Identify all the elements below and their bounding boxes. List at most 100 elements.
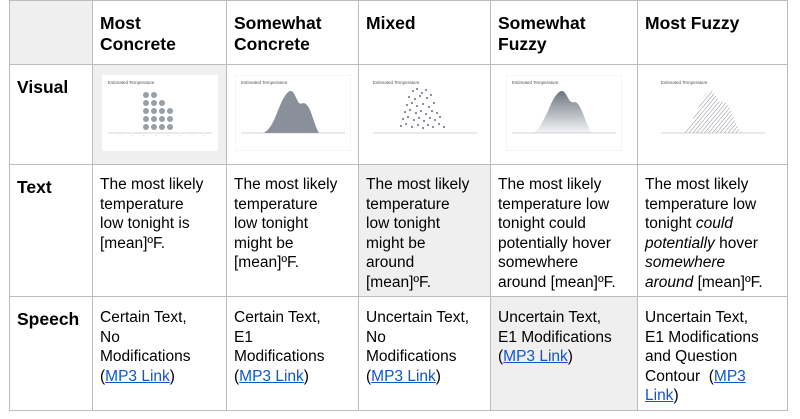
speech-line: E1 <box>234 328 253 346</box>
text-cell-most-fuzzy: The most likely temperature low tonight … <box>637 164 788 297</box>
column-header-most-concrete: Most Concrete <box>92 0 227 65</box>
comparison-table: Most Concrete Somewhat Concrete Mixed So… <box>9 0 788 411</box>
speech-line: E1 Modifications <box>498 328 612 346</box>
text-line: around <box>366 254 415 271</box>
speech-paren: ( <box>366 367 372 385</box>
speech-line: Uncertain Text, <box>498 309 602 326</box>
visual-cell-somewhat-fuzzy: Estimated Temperature <box>490 64 638 165</box>
text-line: temperature <box>100 195 184 213</box>
speech-cell-most-concrete: Certain Text, No Modifications (MP3 Link… <box>92 296 227 411</box>
text-line: low tonight is <box>100 215 190 232</box>
scatter-density-thumbnail: Estimated Temperature <box>366 75 483 151</box>
speech-line: No <box>100 328 120 346</box>
speech-line: No <box>366 328 386 346</box>
speech-line: Modifications <box>366 348 457 365</box>
text-line: tonight <box>645 215 696 232</box>
speech-paren: ( <box>100 367 106 385</box>
speech-paren: ) <box>169 367 175 385</box>
visual-cell-mixed: Estimated Temperature <box>358 64 491 165</box>
text-line: somewhere <box>498 254 579 271</box>
text-line: The most likely <box>100 176 204 193</box>
speech-row: Speech Certain Text, No Modifications (M… <box>9 296 788 411</box>
thumbnail-title: Estimated Temperature <box>373 80 420 85</box>
mp3-link[interactable]: MP3 Link <box>239 367 304 385</box>
column-header-line: Most <box>100 13 141 33</box>
mp3-link[interactable]: MP3 Link <box>645 367 746 405</box>
text-cell-most-concrete: The most likely temperature low tonight … <box>92 164 227 297</box>
text-line: might be <box>366 234 426 252</box>
speech-paren: ) <box>567 348 573 365</box>
speech-paren: Contour ( <box>645 367 714 385</box>
column-header-line: Fuzzy <box>498 34 547 54</box>
visual-cell-most-fuzzy: Estimated Temperature <box>637 64 788 165</box>
text-line: [mean]ºF. <box>366 273 432 291</box>
mp3-link[interactable]: MP3 Link <box>371 367 436 385</box>
column-header-mixed: Mixed <box>358 0 491 65</box>
text-line: temperature low <box>645 195 757 213</box>
row-header-speech: Speech <box>9 296 93 411</box>
row-header-text: Text <box>9 164 93 297</box>
text-emphasis: somewhere <box>645 254 726 271</box>
speech-line: Uncertain Text, <box>645 309 749 326</box>
speech-line: and Question <box>645 348 738 365</box>
text-emphasis: could <box>695 215 733 232</box>
header-row: Most Concrete Somewhat Concrete Mixed So… <box>9 0 788 65</box>
mp3-link[interactable]: MP3 Link <box>503 348 568 365</box>
text-line: potentially hover <box>498 234 611 252</box>
mp3-link[interactable]: MP3 Link <box>105 367 170 385</box>
gradient-density-thumbnail: Estimated Temperature <box>506 75 622 151</box>
hatched-density-thumbnail: Estimated Temperature <box>654 75 771 151</box>
text-line: temperature <box>234 195 318 213</box>
text-line: temperature low <box>498 195 610 213</box>
speech-line: Modifications <box>100 348 191 365</box>
text-line: [mean]ºF. <box>100 234 166 252</box>
column-header-somewhat-fuzzy: Somewhat Fuzzy <box>490 0 638 65</box>
speech-paren: ) <box>673 387 679 404</box>
visual-row: Visual Estimated Temperature <box>9 64 788 165</box>
text-line: hover <box>714 234 758 252</box>
speech-line: Certain Text, <box>234 309 321 326</box>
speech-line: E1 Modifications <box>645 328 759 346</box>
speech-paren: ) <box>435 367 441 385</box>
row-header-visual: Visual <box>9 64 93 165</box>
visual-cell-somewhat-concrete: Estimated Temperature <box>226 64 359 165</box>
speech-cell-most-fuzzy: Uncertain Text, E1 Modifications and Que… <box>637 296 788 411</box>
speech-paren: ( <box>498 348 504 365</box>
speech-line: Modifications <box>234 348 325 365</box>
column-header-line: Somewhat <box>498 13 586 33</box>
text-cell-somewhat-concrete: The most likely temperature low tonight … <box>226 164 359 297</box>
text-line: The most likely <box>366 176 470 193</box>
text-line: might be <box>234 234 294 252</box>
text-cell-somewhat-fuzzy: The most likely temperature low tonight … <box>490 164 638 297</box>
text-line: The most likely <box>645 176 749 193</box>
column-header-line: Concrete <box>234 34 310 54</box>
column-header-line: Mixed <box>366 13 416 33</box>
corner-cell <box>9 0 93 65</box>
thumbnail-title: Estimated Temperature <box>241 80 288 85</box>
text-line: The most likely <box>498 176 602 193</box>
column-header-line: Somewhat <box>234 13 322 33</box>
thumbnail-title: Estimated Temperature <box>108 80 155 85</box>
column-header-line: Concrete <box>100 34 176 54</box>
column-header-most-fuzzy: Most Fuzzy <box>637 0 788 65</box>
text-line: The most likely <box>234 176 338 193</box>
visual-cell-most-concrete: Estimated Temperature <box>92 64 227 165</box>
dot-plot-thumbnail: Estimated Temperature <box>101 75 218 151</box>
text-line: low tonight <box>366 215 441 232</box>
text-line: [mean]ºF. <box>234 254 300 271</box>
thumbnail-title: Estimated Temperature <box>661 80 708 85</box>
text-line: [mean]ºF. <box>693 273 763 291</box>
text-emphasis: potentially <box>645 234 715 252</box>
text-line: temperature <box>366 195 450 213</box>
speech-paren: ( <box>234 367 240 385</box>
speech-line: Certain Text, <box>100 309 187 326</box>
speech-paren: ) <box>303 367 309 385</box>
speech-cell-somewhat-fuzzy: Uncertain Text, E1 Modifications (MP3 Li… <box>490 296 638 411</box>
text-line: tonight could <box>498 215 586 232</box>
speech-line: Uncertain Text, <box>366 309 470 326</box>
density-thumbnail: Estimated Temperature <box>234 75 351 151</box>
speech-cell-mixed: Uncertain Text, No Modifications (MP3 Li… <box>358 296 491 411</box>
text-cell-mixed: The most likely temperature low tonight … <box>358 164 491 297</box>
text-row: Text The most likely temperature low ton… <box>9 164 788 297</box>
speech-cell-somewhat-concrete: Certain Text, E1 Modifications (MP3 Link… <box>226 296 359 411</box>
